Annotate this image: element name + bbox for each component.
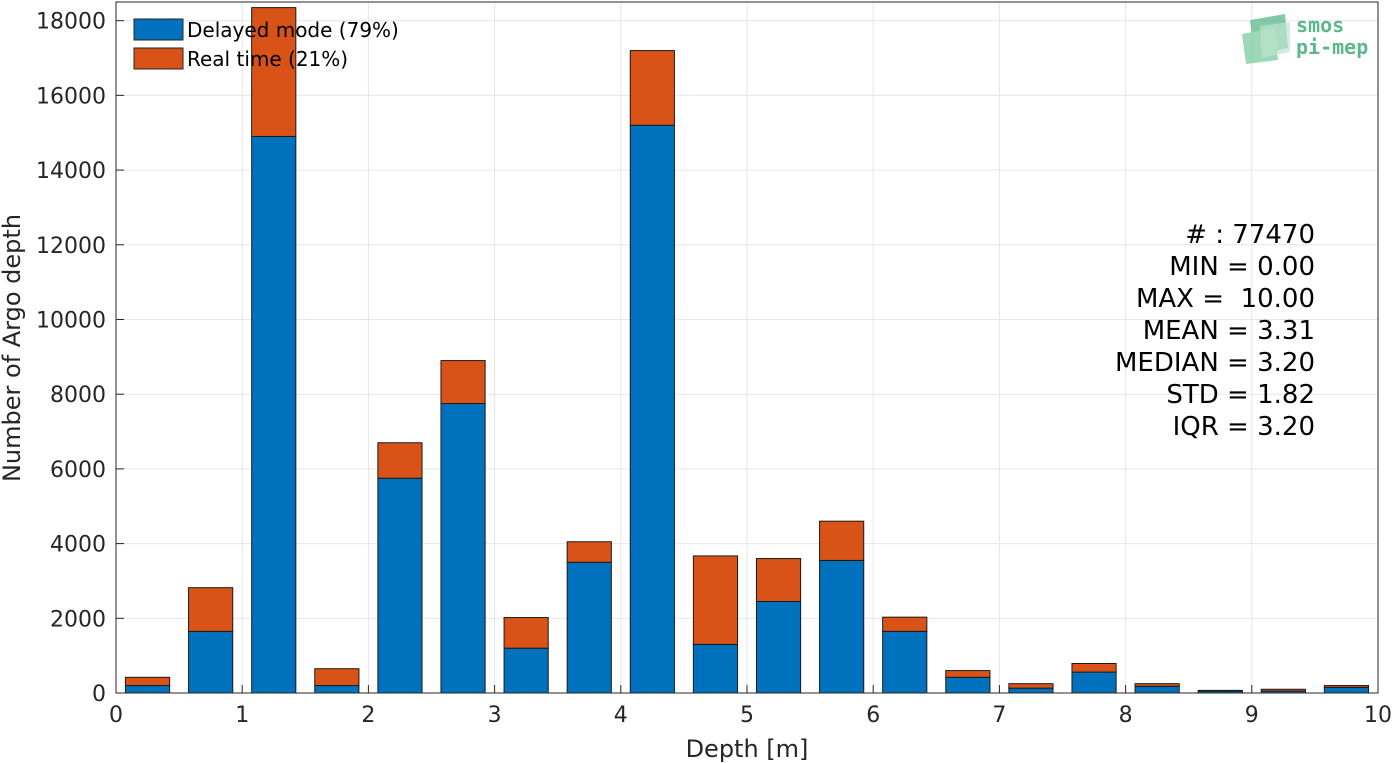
bar-real-time bbox=[629, 50, 675, 126]
x-tick-label: 8 bbox=[1119, 703, 1133, 728]
bar-delayed-mode bbox=[188, 630, 234, 694]
x-axis-label: Depth [m] bbox=[686, 735, 809, 763]
y-tick-label: 16000 bbox=[36, 84, 106, 109]
bar-delayed-mode bbox=[124, 685, 171, 694]
y-tick-label: 2000 bbox=[50, 607, 106, 632]
legend-swatch-delayed bbox=[133, 18, 184, 41]
bar-real-time bbox=[945, 670, 991, 678]
logo-text-pi-mep: pi-mep bbox=[1296, 35, 1368, 59]
bar-delayed-mode bbox=[882, 630, 928, 694]
x-tick-label: 9 bbox=[1245, 703, 1259, 728]
stats-min: MIN = 0.00 bbox=[1169, 252, 1315, 282]
x-tick-label: 1 bbox=[235, 703, 249, 728]
bar-delayed-mode bbox=[314, 685, 360, 694]
smos-pi-mep-logo: smos pi-mep bbox=[1242, 13, 1368, 64]
bar-real-time bbox=[1134, 683, 1180, 687]
bar-delayed-mode bbox=[692, 643, 739, 694]
bar-delayed-mode bbox=[819, 559, 865, 694]
bar-delayed-mode bbox=[1008, 687, 1054, 694]
bar-real-time bbox=[1008, 683, 1054, 689]
legend-swatch-realtime bbox=[133, 47, 184, 70]
bar-real-time bbox=[188, 587, 234, 632]
y-tick-label: 12000 bbox=[36, 234, 106, 259]
y-axis-ticks: 0 2000 4000 6000 8000 10000 12000 14000 16000 180… bbox=[36, 10, 124, 707]
bars bbox=[124, 7, 1370, 694]
y-tick-label: 0 bbox=[92, 682, 106, 707]
bar-delayed-mode bbox=[1134, 685, 1180, 694]
stats-count: # : 77470 bbox=[1185, 220, 1315, 250]
x-tick-label: 7 bbox=[992, 703, 1006, 728]
logo-text-smos: smos bbox=[1296, 13, 1344, 37]
bar-real-time bbox=[1260, 688, 1306, 692]
bar-delayed-mode bbox=[1071, 671, 1117, 694]
legend-label-delayed: Delayed mode (79%) bbox=[187, 18, 399, 42]
y-tick-label: 4000 bbox=[50, 533, 106, 558]
statistics-box: # : 77470 MIN = 0.00 MAX = 10.00 MEAN = … bbox=[1115, 220, 1315, 442]
bar-real-time bbox=[503, 617, 549, 649]
x-tick-label: 0 bbox=[109, 703, 123, 728]
x-tick-label: 6 bbox=[866, 703, 880, 728]
bar-real-time bbox=[440, 360, 486, 405]
bar-delayed-mode bbox=[503, 647, 549, 694]
bar-real-time bbox=[692, 555, 739, 645]
y-axis-label: Number of Argo depth bbox=[0, 214, 26, 482]
bar-real-time bbox=[566, 541, 612, 563]
bar-real-time bbox=[755, 558, 802, 602]
bar-delayed-mode bbox=[1323, 686, 1370, 694]
x-tick-label: 4 bbox=[614, 703, 628, 728]
x-tick-label: 3 bbox=[488, 703, 502, 728]
stats-median: MEDIAN = 3.20 bbox=[1115, 348, 1315, 378]
legend-label-realtime: Real time (21%) bbox=[187, 47, 348, 71]
bar-real-time bbox=[819, 520, 865, 561]
x-tick-label: 2 bbox=[361, 703, 375, 728]
bar-delayed-mode bbox=[377, 477, 423, 694]
bar-real-time bbox=[377, 442, 423, 479]
bar-delayed-mode bbox=[945, 676, 991, 694]
y-tick-label: 10000 bbox=[36, 308, 106, 333]
y-tick-label: 14000 bbox=[36, 159, 106, 184]
stats-max: MAX = 10.00 bbox=[1136, 284, 1315, 314]
bar-real-time bbox=[1071, 662, 1117, 673]
x-tick-label: 5 bbox=[740, 703, 754, 728]
bar-real-time bbox=[251, 7, 297, 137]
bar-delayed-mode bbox=[566, 561, 612, 694]
x-tick-label: 10 bbox=[1364, 703, 1392, 728]
bar-real-time bbox=[1323, 685, 1370, 688]
bar-real-time bbox=[124, 676, 171, 687]
logo-mark-icon bbox=[1242, 14, 1290, 64]
x-axis-ticks: 0 1 2 3 4 5 6 7 8 9 10 bbox=[109, 685, 1392, 728]
legend: Delayed mode (79%) Real time (21%) bbox=[133, 18, 399, 71]
bar-delayed-mode bbox=[440, 403, 486, 694]
bar-delayed-mode bbox=[251, 135, 297, 694]
bar-delayed-mode bbox=[755, 600, 802, 694]
y-tick-label: 6000 bbox=[50, 458, 106, 483]
stats-iqr: IQR = 3.20 bbox=[1173, 412, 1315, 442]
y-tick-label: 8000 bbox=[50, 383, 106, 408]
bar-real-time bbox=[314, 668, 360, 687]
stats-mean: MEAN = 3.31 bbox=[1143, 316, 1315, 346]
y-tick-label: 18000 bbox=[36, 10, 106, 35]
stats-std: STD = 1.82 bbox=[1166, 380, 1315, 410]
bar-delayed-mode bbox=[629, 124, 675, 694]
bar-real-time bbox=[882, 616, 928, 632]
bar-real-time bbox=[1197, 689, 1243, 692]
